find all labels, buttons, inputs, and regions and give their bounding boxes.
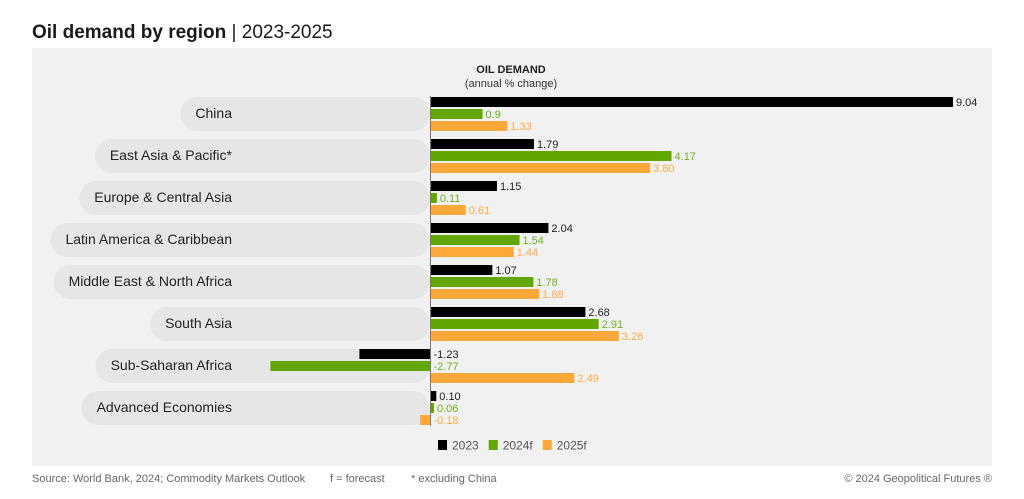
legend-item: 2024f [488, 439, 534, 453]
bar-2023 [430, 391, 437, 401]
value-label: -2.77 [434, 361, 459, 373]
chart-title-main: Oil demand by region [32, 22, 227, 43]
asterisk-note: * excluding China [411, 473, 497, 485]
region-row: Advanced Economies [81, 391, 430, 425]
bar-2025f [430, 205, 466, 215]
bar-2024f [430, 193, 437, 203]
region-row: South Asia [150, 307, 430, 341]
bar-2025f [430, 247, 514, 257]
bar-2024f [430, 319, 599, 329]
bar-2023 [430, 181, 497, 191]
value-label: 0.9 [486, 109, 501, 121]
bar-2025f [430, 289, 540, 299]
bar-2023 [430, 265, 493, 275]
region-row: Middle East & North Africa [53, 265, 430, 299]
value-label: -0.18 [434, 415, 459, 427]
region-pill [95, 349, 430, 383]
value-label: 1.54 [523, 235, 544, 247]
value-label: 0.06 [437, 403, 458, 415]
value-label: 1.15 [500, 181, 521, 193]
chart-title-sub: 2023-2025 [241, 22, 333, 43]
chart-title-separator: | [231, 22, 237, 43]
region-pill [81, 391, 430, 425]
region-row: Latin America & Caribbean [50, 223, 430, 257]
value-label: 0.11 [440, 193, 461, 205]
value-label: 1.44 [517, 247, 538, 259]
bar-2023 [430, 139, 534, 149]
value-label: 1.79 [537, 139, 558, 151]
region-label: Middle East & North Africa [69, 273, 233, 289]
value-label: 1.33 [510, 121, 531, 133]
value-label: 2.04 [551, 223, 572, 235]
value-label: -1.23 [434, 349, 459, 361]
region-row: Sub-Saharan Africa [95, 349, 430, 383]
value-label: 1.07 [495, 265, 516, 277]
region-row: Europe & Central Asia [79, 181, 430, 215]
legend-label: 2025f [557, 439, 588, 453]
value-label: 1.78 [536, 277, 557, 289]
legend-item: 2025f [542, 439, 588, 453]
value-label: 3.80 [653, 163, 674, 175]
bar-2023 [430, 97, 954, 107]
value-label: 2.91 [602, 319, 623, 331]
value-label: 9.04 [956, 97, 977, 109]
bars-group: 9.04 0.9 1.33 1.79 4.173.80 1.15 0.11 0.61 2.04 1… [270, 97, 977, 427]
source-note: Source: World Bank, 2024; Commodity Mark… [32, 473, 306, 485]
chart-title: Oil demand by region | 2023-2025 [32, 22, 333, 44]
region-row: China [180, 97, 430, 131]
bar-2025f [430, 163, 651, 173]
bar-2023 [430, 307, 586, 317]
region-pill [53, 265, 430, 299]
legend-swatch [438, 440, 447, 450]
bar-2025f [420, 415, 431, 425]
legend-swatch [542, 440, 552, 450]
value-label: 4.17 [675, 151, 696, 163]
region-label: Advanced Economies [97, 399, 232, 415]
region-label: South Asia [165, 315, 232, 331]
chart-header: OIL DEMAND [476, 64, 546, 76]
legend-label: 2023 [452, 439, 479, 453]
bar-2024f [430, 235, 520, 245]
region-row: East Asia & Pacific* [94, 139, 430, 173]
bar-2024f [430, 277, 534, 287]
chart-subheader: (annual % change) [465, 78, 557, 90]
region-label: Europe & Central Asia [94, 189, 232, 205]
region-pill [79, 181, 430, 215]
bar-2024f [430, 151, 672, 161]
region-pill [150, 307, 430, 341]
legend-label: 2024f [503, 439, 534, 453]
region-label: Sub-Saharan Africa [111, 357, 233, 373]
bar-2025f [430, 373, 575, 383]
region-label: China [195, 105, 232, 121]
region-pill [180, 97, 430, 131]
copyright-note: © 2024 Geopolitical Futures ® [844, 473, 992, 485]
bar-2024f [270, 361, 431, 371]
legend-swatch [488, 440, 498, 450]
bar-2023 [359, 349, 431, 359]
bar-2024f [430, 109, 483, 119]
legend-item: 2023 [438, 439, 479, 453]
region-label: Latin America & Caribbean [65, 231, 232, 247]
region-pill [94, 139, 430, 173]
bar-2023 [430, 223, 549, 233]
value-label: 3.26 [622, 331, 643, 343]
region-pill [50, 223, 430, 257]
value-label: 0.61 [469, 205, 490, 217]
value-label: 0.10 [439, 391, 460, 403]
region-label: East Asia & Pacific* [110, 147, 233, 163]
bar-2024f [430, 403, 434, 413]
bar-2025f [430, 121, 508, 131]
legend: 2023 2024f 2025f [438, 439, 587, 453]
forecast-note: f = forecast [330, 473, 385, 485]
region-pills: China East Asia & Pacific* Europe & Centra… [50, 97, 430, 425]
bar-2025f [430, 331, 619, 341]
value-label: 1.88 [542, 289, 563, 301]
value-label: 2.49 [577, 373, 598, 385]
value-label: 2.68 [588, 307, 609, 319]
